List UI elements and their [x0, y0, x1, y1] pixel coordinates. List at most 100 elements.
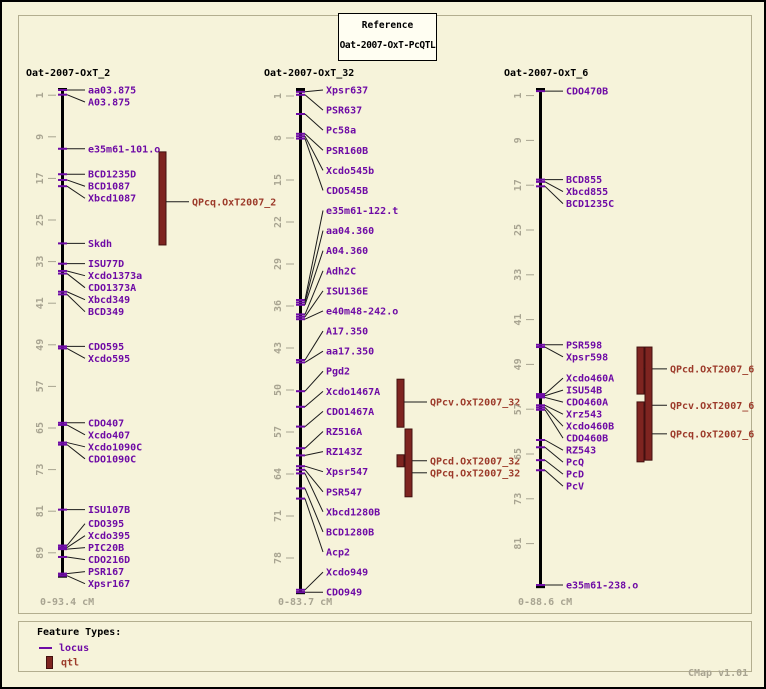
locus-label[interactable]: ISU77D [88, 259, 124, 270]
locus-label[interactable]: Xpsr637 [326, 86, 368, 97]
locus-label[interactable]: BCD1235C [566, 199, 614, 210]
locus-label[interactable]: Xbcd855 [566, 187, 608, 198]
locus-label[interactable]: CDO470B [566, 87, 608, 98]
locus-label[interactable]: e35m61-122.t [326, 206, 398, 217]
locus-label[interactable]: CDO1373A [88, 283, 136, 294]
locus-label[interactable]: aa17.350 [326, 347, 374, 358]
locus-label[interactable]: BCD1280B [326, 527, 374, 538]
locus-label-line [304, 473, 324, 513]
locus-label[interactable]: PSR637 [326, 106, 362, 117]
position-tick-label: 33 [35, 256, 46, 268]
position-tick-label: 57 [513, 403, 524, 415]
locus-label[interactable]: A17.350 [326, 327, 368, 338]
locus-label[interactable]: e40m48-242.o [326, 306, 398, 317]
qtl-bar[interactable] [396, 454, 405, 468]
locus-label[interactable]: Xpsr547 [326, 467, 368, 478]
locus-label[interactable]: PcQ [566, 458, 584, 469]
locus-label[interactable]: aa04.360 [326, 226, 374, 237]
locus-label[interactable]: A03.875 [88, 98, 130, 109]
locus-label[interactable]: Xpsr598 [566, 352, 608, 363]
locus-label[interactable]: Xbcd349 [88, 295, 130, 306]
locus-label[interactable]: Xcdo949 [326, 568, 368, 579]
position-tick-label: 25 [513, 224, 524, 236]
locus-label[interactable]: Xrz543 [566, 410, 602, 421]
locus-label[interactable]: RZ143Z [326, 447, 362, 458]
position-tick-label: 1 [273, 93, 284, 99]
qtl-bar[interactable] [404, 428, 413, 498]
qtl-label[interactable]: QPcd.OxT2007_32 [430, 456, 520, 467]
qtl-label[interactable]: QPcq.OxT2007_2 [192, 197, 276, 208]
locus-label[interactable]: BCD855 [566, 175, 602, 186]
locus-label[interactable]: ISU107B [88, 505, 130, 516]
locus-label[interactable]: RZ516A [326, 427, 362, 438]
qtl-label[interactable]: QPcv.OxT2007_6 [670, 401, 754, 412]
locus-label[interactable]: CDO460B [566, 434, 608, 445]
locus-label[interactable]: Skdh [88, 239, 112, 250]
locus-label[interactable]: CDO1467A [326, 407, 374, 418]
qtl-bar[interactable] [636, 346, 645, 395]
locus-label[interactable]: CDO460A [566, 398, 608, 409]
locus-tick [296, 472, 305, 475]
locus-label[interactable]: A04.360 [326, 246, 368, 257]
legend-item-locus[interactable]: locus [39, 643, 89, 654]
locus-label[interactable]: PcV [566, 482, 584, 493]
locus-tick [536, 446, 545, 449]
locus-label[interactable]: CDO545B [326, 186, 368, 197]
locus-label[interactable]: Xcdo1090C [88, 442, 142, 453]
locus-label[interactable]: CDO949 [326, 588, 362, 599]
locus-label[interactable]: Xcdo545b [326, 166, 374, 177]
qtl-bar[interactable] [644, 346, 653, 461]
qtl-bar[interactable] [158, 151, 167, 246]
locus-label-line [304, 431, 324, 449]
locus-label[interactable]: PSR167 [88, 567, 124, 578]
locus-label[interactable]: ISU136E [326, 286, 368, 297]
locus-label[interactable]: BCD1235D [88, 170, 136, 181]
locus-label[interactable]: e35m61-238.o [566, 581, 638, 592]
locus-tick [296, 303, 305, 306]
locus-label[interactable]: PSR598 [566, 340, 602, 351]
locus-label[interactable]: Xcdo395 [88, 531, 130, 542]
locus-label[interactable]: CDO407 [88, 418, 124, 429]
locus-label[interactable]: Xbcd1087 [88, 194, 136, 205]
locus-label[interactable]: aa03.875 [88, 86, 136, 97]
map-title[interactable]: Oat-2007-OxT_6 [504, 68, 588, 79]
position-tick-label: 43 [273, 342, 284, 354]
locus-label[interactable]: Xcdo407 [88, 430, 130, 441]
map-title[interactable]: Oat-2007-OxT_2 [26, 68, 110, 79]
locus-label[interactable]: CDO1090C [88, 454, 136, 465]
locus-label[interactable]: Xcdo460B [566, 422, 614, 433]
qtl-label[interactable]: QPcd.OxT2007_6 [670, 364, 754, 375]
map-title[interactable]: Oat-2007-OxT_32 [264, 68, 354, 79]
locus-label[interactable]: BCD1087 [88, 182, 130, 193]
locus-label[interactable]: Acp2 [326, 548, 350, 559]
locus-label[interactable]: Xcdo460A [566, 374, 614, 385]
locus-label[interactable]: e35m61-101.o [88, 144, 160, 155]
locus-label[interactable]: ISU54B [566, 386, 602, 397]
locus-label[interactable]: PcD [566, 470, 584, 481]
locus-label[interactable]: PSR547 [326, 487, 362, 498]
locus-label[interactable]: Xbcd1280B [326, 507, 380, 518]
locus-label[interactable]: PSR160B [326, 146, 368, 157]
locus-label[interactable]: Pgd2 [326, 367, 350, 378]
locus-label[interactable]: Adh2C [326, 266, 356, 277]
locus-label[interactable]: Xcdo595 [88, 354, 130, 365]
locus-label[interactable]: Xcdo1467A [326, 387, 380, 398]
qtl-bar[interactable] [636, 401, 645, 463]
qtl-label[interactable]: QPcq.OxT2007_32 [430, 468, 520, 479]
locus-label[interactable]: PIC20B [88, 543, 124, 554]
locus-label[interactable]: Xpsr167 [88, 579, 130, 590]
locus-label[interactable]: Pc58a [326, 126, 356, 137]
position-tick-label: 49 [513, 358, 524, 370]
locus-tick [296, 132, 305, 135]
qtl-label[interactable]: QPcv.OxT2007_32 [430, 398, 520, 409]
locus-label[interactable]: BCD349 [88, 307, 124, 318]
qtl-bar[interactable] [396, 378, 405, 428]
locus-label[interactable]: CDO595 [88, 342, 124, 353]
locus-label[interactable]: Xcdo1373a [88, 271, 142, 282]
locus-label[interactable]: RZ543 [566, 446, 596, 457]
locus-tick [296, 299, 305, 301]
qtl-label[interactable]: QPcq.OxT2007_6 [670, 429, 754, 440]
locus-label[interactable]: CDO216D [88, 555, 130, 566]
legend-item-qtl[interactable]: qtl [44, 656, 79, 669]
locus-label[interactable]: CDO395 [88, 519, 124, 530]
